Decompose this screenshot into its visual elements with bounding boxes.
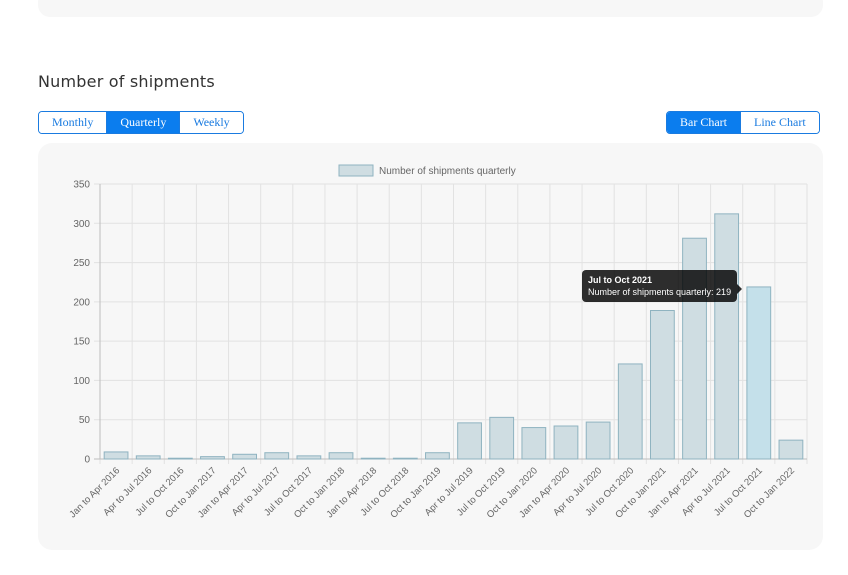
bar-chart-button[interactable]: Bar Chart [667,112,741,133]
bar [553,425,579,460]
quarterly-button[interactable]: Quarterly [107,112,181,133]
bar [778,439,804,460]
line-chart-button[interactable]: Line Chart [741,112,819,133]
chart-tooltip: Jul to Oct 2021 Number of shipments quar… [582,270,743,302]
y-tick-label: 150 [73,337,90,348]
bar [521,427,547,460]
y-tick-label: 100 [73,376,90,387]
bar [746,286,772,460]
bar [103,451,129,460]
weekly-button[interactable]: Weekly [180,112,243,133]
bar [714,213,740,460]
bar [360,457,386,460]
y-tick-label: 50 [79,415,91,426]
top-card [38,0,823,17]
bar [328,452,354,460]
bar [167,457,193,460]
tooltip-body: Number of shipments quarterly: 219 [588,287,732,297]
y-tick-label: 350 [73,180,90,191]
bar [425,452,450,460]
chart-type-toggle-group: Bar Chart Line Chart [666,111,820,134]
bar [135,455,161,460]
bar [296,455,322,460]
y-tick-label: 0 [84,455,90,466]
legend-swatch [338,164,374,177]
y-tick-label: 200 [73,297,90,308]
bar [232,453,258,460]
bar [264,452,290,460]
tooltip-title: Jul to Oct 2021 [588,275,653,285]
bar [457,422,482,460]
bar [200,456,225,460]
y-tick-label: 250 [73,258,90,269]
chart-card: 0 50 100 150 200 250 300 350 Jan to Apr 2016 Apr … [38,143,823,550]
legend-label: Number of shipments quarterly [379,166,516,177]
section-title: Number of shipments [38,72,215,91]
bar [392,457,418,460]
y-tick-label: 300 [73,219,90,230]
period-toggle-group: Monthly Quarterly Weekly [38,111,244,134]
bar [617,363,643,460]
bar [489,416,515,460]
bar [649,310,675,460]
monthly-button[interactable]: Monthly [39,112,108,133]
bar [585,421,611,460]
